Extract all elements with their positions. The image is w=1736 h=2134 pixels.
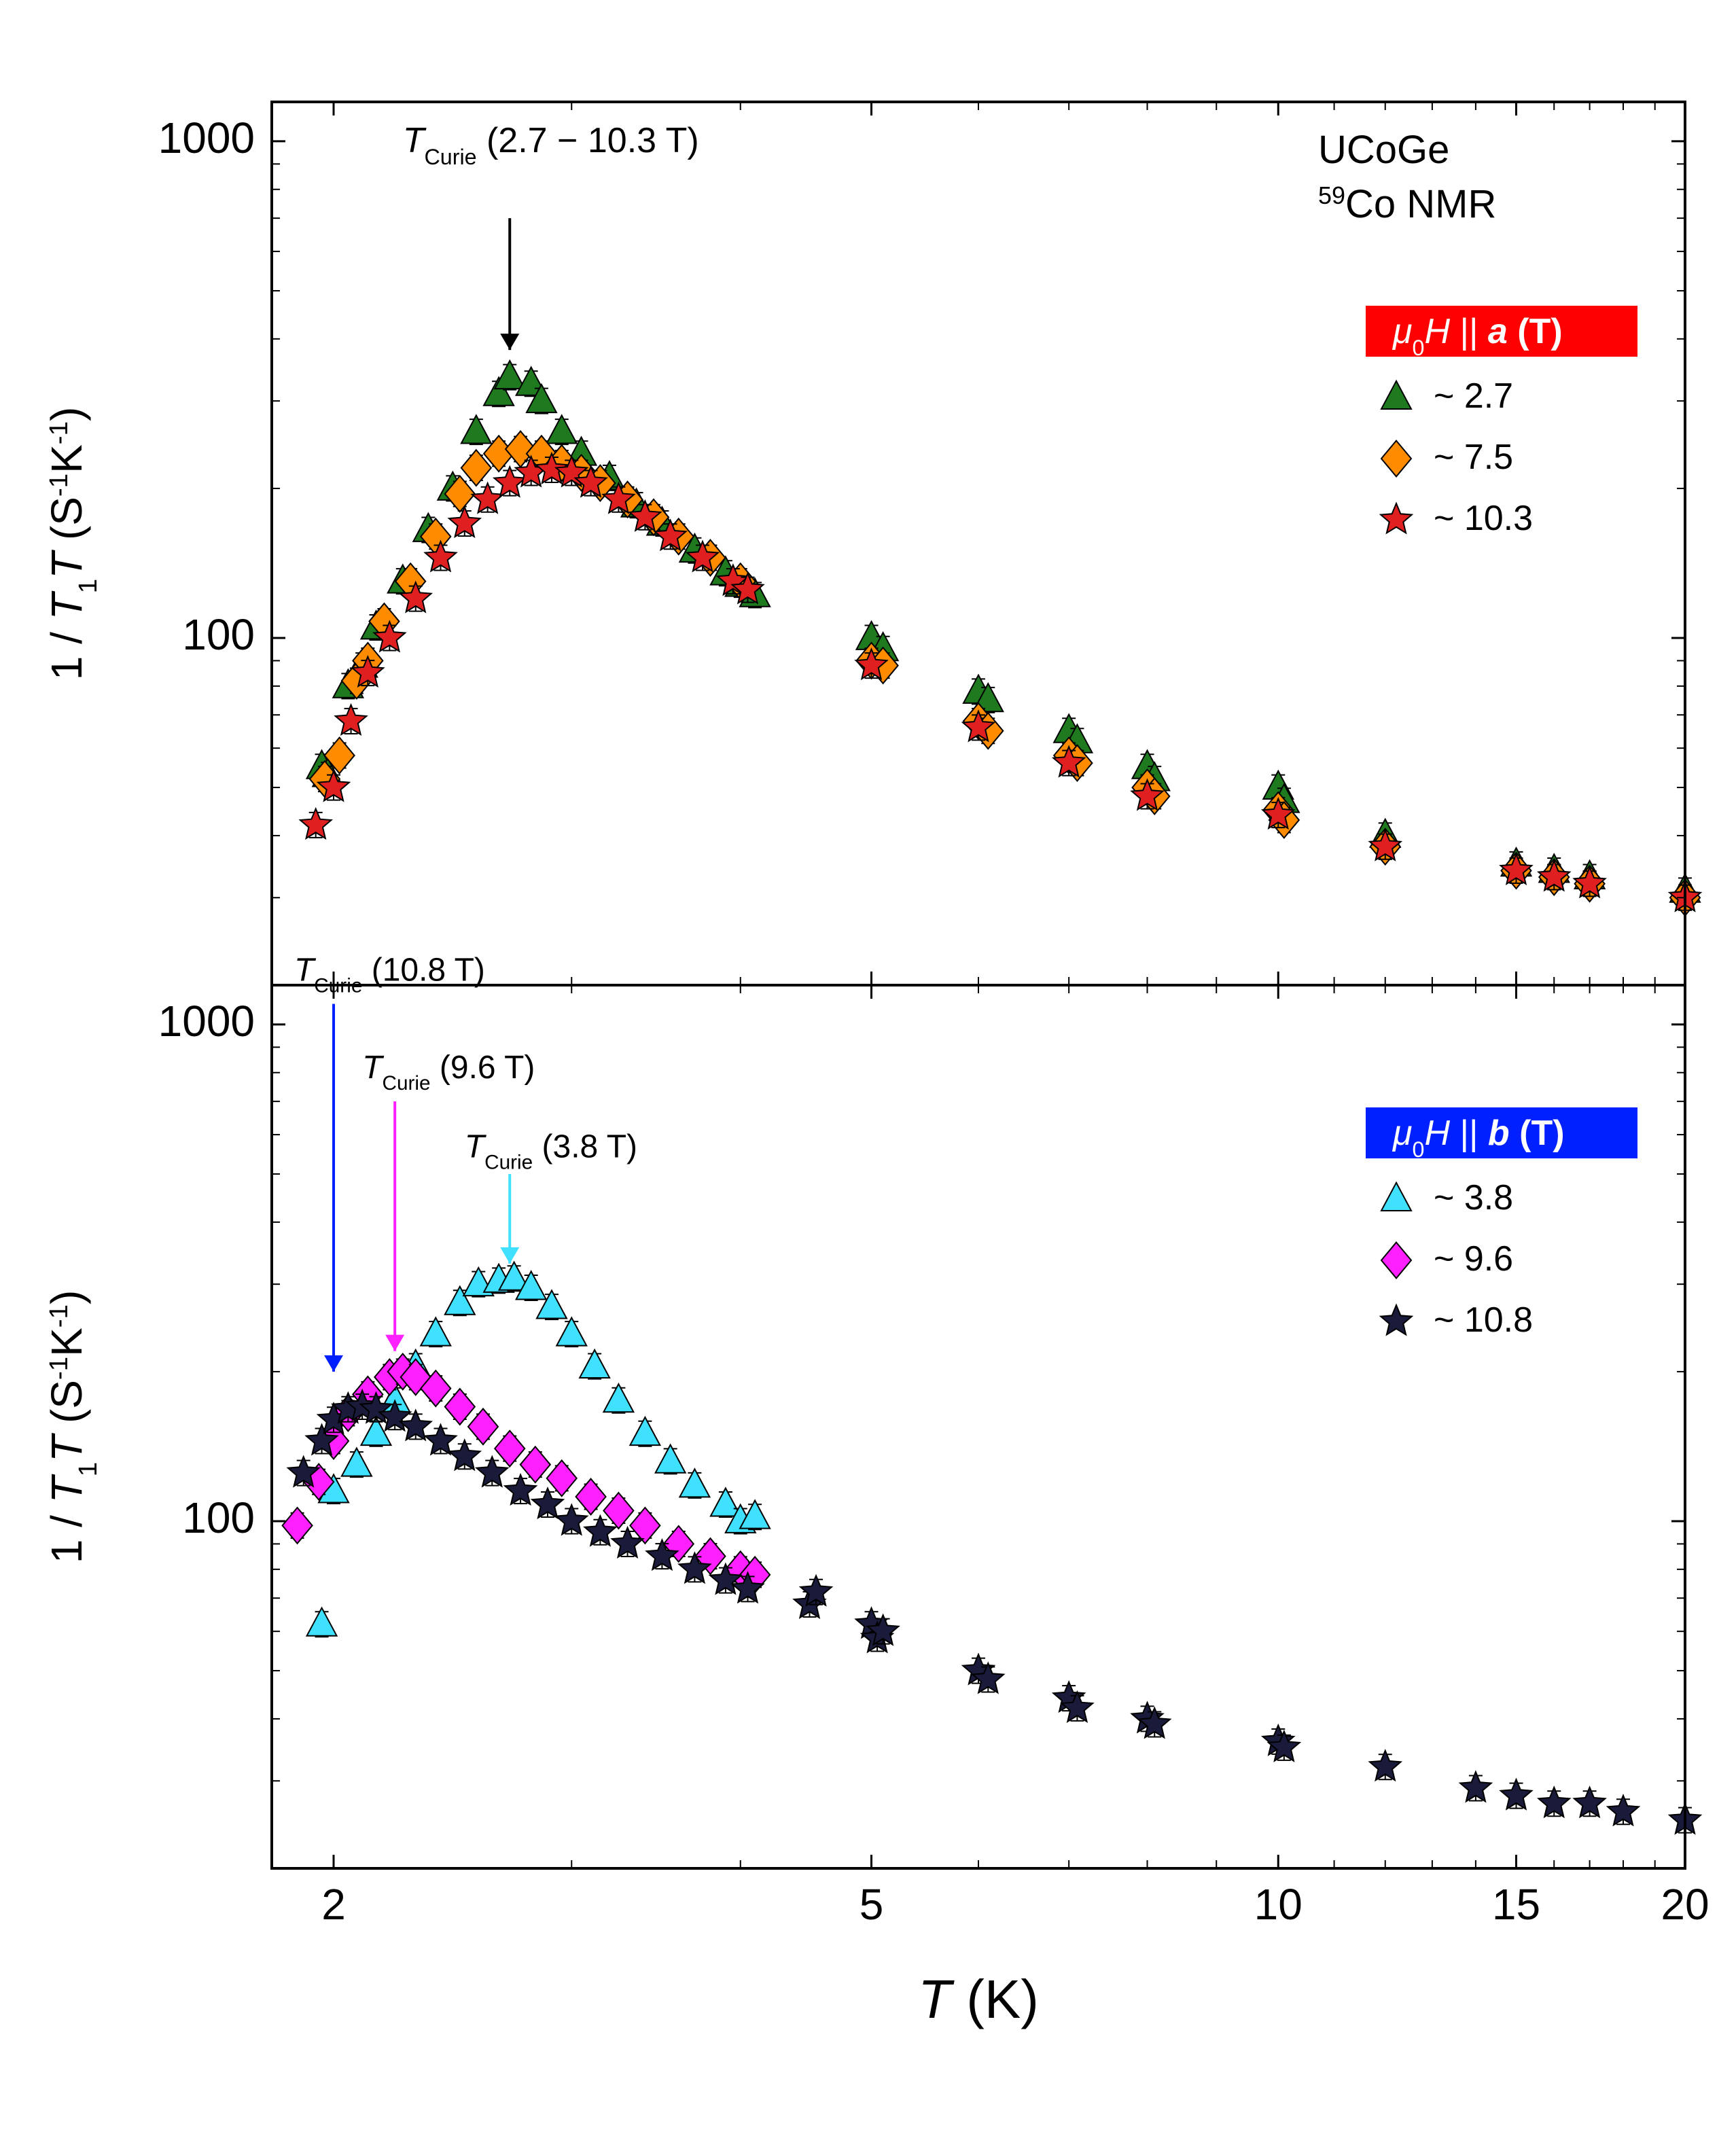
svg-text:100: 100 bbox=[182, 610, 255, 659]
svg-text:59Co NMR: 59Co NMR bbox=[1318, 181, 1496, 227]
svg-text:~ 10.8: ~ 10.8 bbox=[1434, 1300, 1533, 1340]
svg-text:1000: 1000 bbox=[158, 113, 255, 162]
svg-text:TCurie (9.6 T): TCurie (9.6 T) bbox=[362, 1050, 535, 1095]
svg-text:~ 3.8: ~ 3.8 bbox=[1434, 1178, 1513, 1217]
figure-root: 100 1000 TCurie (2.7 − 10.3 T) UCoGe 59Co NM… bbox=[0, 0, 1736, 2134]
svg-text:5: 5 bbox=[860, 1880, 884, 1929]
svg-text:20: 20 bbox=[1661, 1880, 1709, 1929]
svg-text:TCurie (3.8 T): TCurie (3.8 T) bbox=[465, 1129, 637, 1174]
svg-text:1000: 1000 bbox=[158, 997, 255, 1046]
chart-svg: 100 1000 TCurie (2.7 − 10.3 T) UCoGe 59Co NM… bbox=[0, 0, 1736, 2134]
svg-text:~ 9.6: ~ 9.6 bbox=[1434, 1239, 1513, 1279]
svg-text:15: 15 bbox=[1492, 1880, 1540, 1929]
svg-text:T (K): T (K) bbox=[918, 1969, 1039, 2029]
svg-text:~ 2.7: ~ 2.7 bbox=[1434, 376, 1513, 416]
svg-text:~ 7.5: ~ 7.5 bbox=[1434, 438, 1513, 477]
svg-text:~ 10.3: ~ 10.3 bbox=[1434, 499, 1533, 538]
svg-text:TCurie (2.7 − 10.3 T): TCurie (2.7 − 10.3 T) bbox=[403, 121, 699, 169]
svg-text:1 / T1T (S-1K-1): 1 / T1T (S-1K-1) bbox=[42, 1290, 103, 1564]
svg-text:TCurie (10.8 T): TCurie (10.8 T) bbox=[294, 953, 485, 997]
svg-text:1 / T1T (S-1K-1): 1 / T1T (S-1K-1) bbox=[42, 407, 103, 681]
svg-text:2: 2 bbox=[321, 1880, 346, 1929]
svg-text:10: 10 bbox=[1254, 1880, 1303, 1929]
svg-text:100: 100 bbox=[182, 1493, 255, 1542]
svg-text:UCoGe: UCoGe bbox=[1318, 128, 1449, 172]
